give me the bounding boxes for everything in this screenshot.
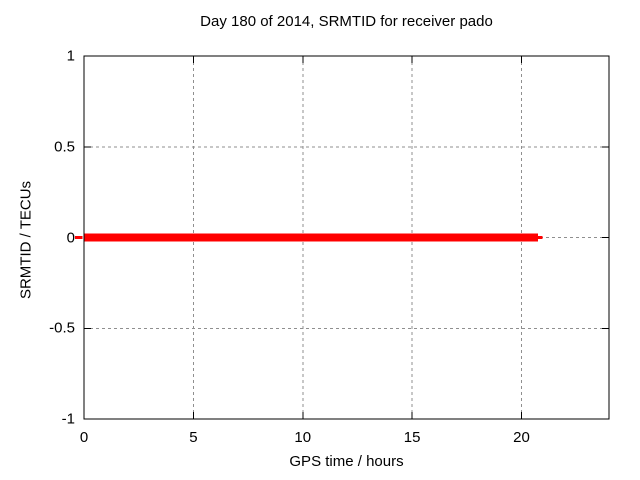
x-tick-label: 15 bbox=[403, 429, 421, 446]
chart-title: Day 180 of 2014, SRMTID for receiver pad… bbox=[200, 13, 493, 30]
plot-border-rect bbox=[83, 55, 610, 420]
x-axis-title: GPS time / hours bbox=[289, 453, 404, 470]
x-tick-label: 20 bbox=[513, 429, 530, 446]
y-tick-label: 0.5 bbox=[54, 138, 75, 156]
y-tick-label: 1 bbox=[66, 47, 75, 65]
x-tick-label: 10 bbox=[294, 429, 312, 446]
plot-border bbox=[83, 55, 610, 420]
y-tick-label: -1 bbox=[61, 410, 75, 428]
x-tick-label: 5 bbox=[189, 429, 198, 446]
y-axis-title: SRMTID / TECUs bbox=[17, 180, 35, 300]
y-tick-label: 0 bbox=[66, 229, 75, 246]
x-tick-label: 0 bbox=[79, 429, 89, 446]
y-tick-label: -0.5 bbox=[49, 319, 75, 337]
